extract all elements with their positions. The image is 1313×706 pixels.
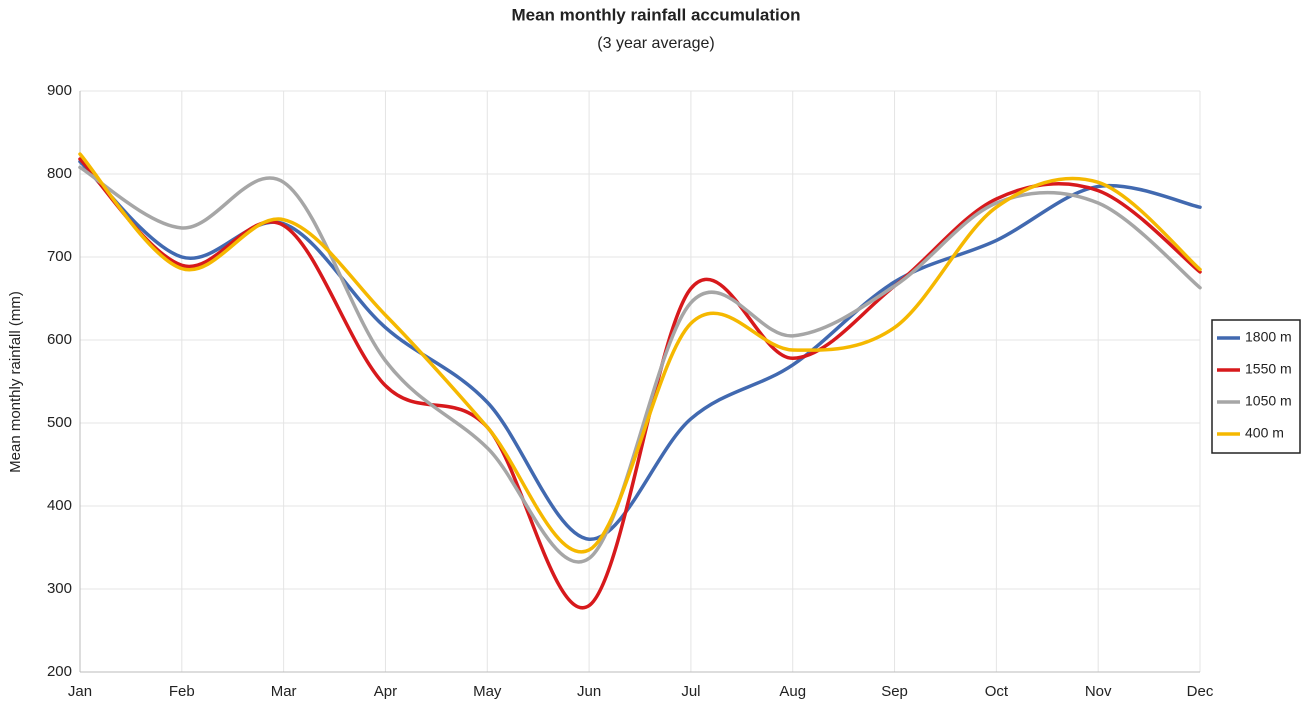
x-tick-label: Jul xyxy=(681,683,700,700)
x-tick-label: Apr xyxy=(374,683,397,700)
legend-label: 400 m xyxy=(1245,425,1284,441)
legend-box xyxy=(1211,319,1301,454)
y-tick-label: 600 xyxy=(47,331,72,348)
x-tick-label: Oct xyxy=(985,683,1009,700)
legend-label: 1550 m xyxy=(1245,361,1292,377)
y-tick-label: 800 xyxy=(47,165,72,182)
series-line xyxy=(78,159,1202,541)
x-tick-label: Jun xyxy=(577,683,601,700)
y-tick-label: 300 xyxy=(47,580,72,597)
y-tick-label: 500 xyxy=(47,414,72,431)
y-tick-label: 700 xyxy=(47,248,72,265)
y-tick-label: 900 xyxy=(47,82,72,99)
x-tick-label: Feb xyxy=(169,683,195,700)
x-tick-label: Aug xyxy=(779,683,806,700)
x-tick-label: Mar xyxy=(271,683,297,700)
series-line xyxy=(78,165,1202,564)
x-tick-label: Sep xyxy=(881,683,908,700)
x-tick-label: Jan xyxy=(68,683,92,700)
chart-title: Mean monthly rainfall accumulation xyxy=(511,5,800,24)
x-tick-label: Dec xyxy=(1187,683,1214,700)
y-tick-label: 200 xyxy=(47,663,72,680)
y-axis-label: Mean monthly rainfall (mm) xyxy=(7,291,24,473)
chart-subtitle: (3 year average) xyxy=(597,35,714,52)
y-tick-label: 400 xyxy=(47,497,72,514)
legend-label: 1800 m xyxy=(1245,329,1292,345)
x-tick-label: Nov xyxy=(1085,683,1112,700)
series-line xyxy=(78,157,1202,610)
x-tick-label: May xyxy=(473,683,502,700)
series-line xyxy=(78,152,1202,554)
legend-label: 1050 m xyxy=(1245,393,1292,409)
